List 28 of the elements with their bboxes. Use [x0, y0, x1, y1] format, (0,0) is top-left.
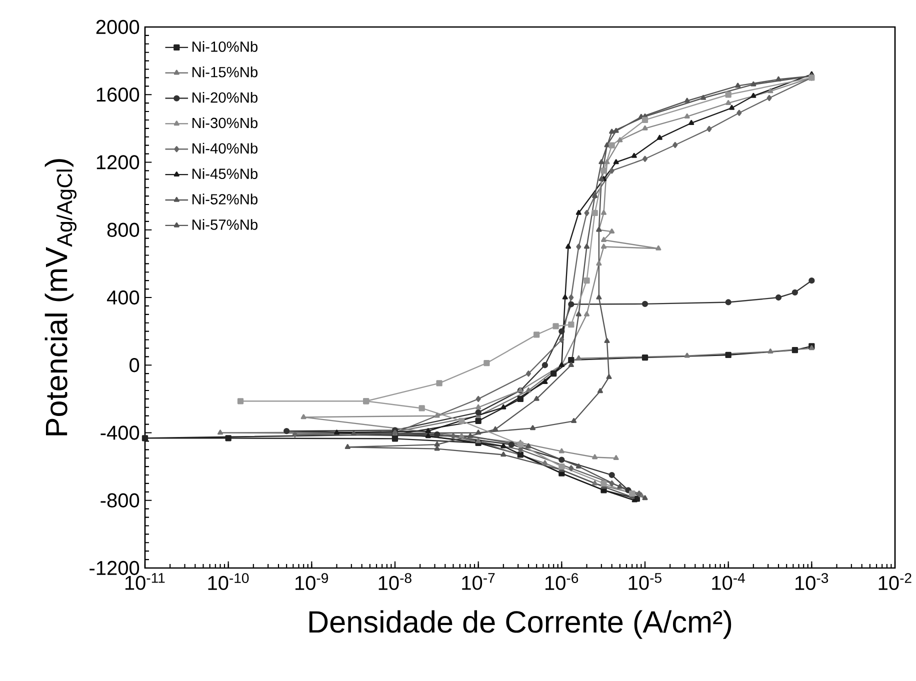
legend-label: Ni-30%Nb: [192, 117, 258, 128]
x-tick-label: 10$^{-8}$: [378, 573, 412, 590]
y-tick-label: 800: [107, 222, 140, 237]
legend-label: Ni-57%Nb: [192, 219, 258, 230]
y-tick-label: -400: [100, 426, 140, 440]
y-tick-label: 0: [130, 358, 140, 372]
y-tick-label: 1600: [96, 88, 140, 102]
x-tick-label: 10$^{-9}$: [296, 573, 328, 590]
x-tick-label: 10$^{-4}$: [712, 573, 745, 590]
legend-label: Ni-10%Nb: [192, 41, 258, 52]
x-tick-label: 10$^{-6}$: [546, 573, 578, 590]
x-tick-label: 10$^{-2}$: [878, 573, 912, 590]
y-tick-label: 400: [106, 290, 140, 305]
legend-label: Ni-52%Nb: [192, 194, 258, 204]
y-axis-title: Potencial (mV$_{Ag/AgCl}$): [44, 159, 77, 436]
legend-label: Ni-40%Nb: [192, 142, 258, 154]
y-tick-label: 1200: [96, 155, 140, 170]
x-tick-label: 10$^{-5}$: [628, 573, 662, 590]
x-axis-title: Densidade de Corrente (A/cm²): [309, 610, 732, 639]
x-tick-label: 10$^{-3}$: [796, 573, 828, 590]
legend-label: Ni-45%Nb: [192, 168, 258, 180]
legend-label: Ni-20%Nb: [192, 92, 258, 103]
x-tick-label: 10$^{-7}$: [462, 573, 495, 590]
y-tick-label: -1200: [90, 560, 140, 576]
legend-label: Ni-15%Nb: [192, 66, 258, 78]
y-tick-label: -800: [100, 493, 140, 508]
y-tick-label: 2000: [96, 20, 140, 34]
x-tick-label: 10$^{-10}$: [208, 573, 249, 590]
